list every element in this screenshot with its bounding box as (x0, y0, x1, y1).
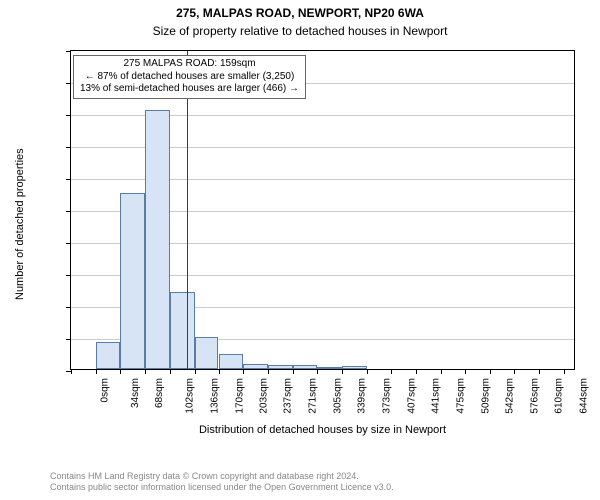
footer-line-2: Contains public sector information licen… (50, 482, 590, 494)
x-tick-mark (367, 369, 368, 374)
bar (120, 193, 145, 369)
x-tick-label: 102sqm (185, 378, 196, 414)
x-tick-mark (465, 369, 466, 374)
bar (195, 337, 219, 369)
x-tick-mark (96, 369, 97, 374)
x-tick-mark (441, 369, 442, 374)
x-tick-mark (145, 369, 146, 374)
x-tick-mark (317, 369, 318, 374)
x-tick-mark (219, 369, 220, 374)
y-tick-mark (66, 179, 71, 180)
x-tick-label: 136sqm (209, 378, 220, 414)
x-tick-label: 475sqm (456, 378, 467, 414)
x-tick-mark (490, 369, 491, 374)
bar (170, 292, 195, 369)
x-tick-label: 576sqm (529, 378, 540, 414)
bar (145, 110, 170, 369)
x-tick-mark (342, 369, 343, 374)
bar (96, 342, 121, 369)
bar (219, 354, 244, 369)
annotation-line-2: ← 87% of detached houses are smaller (3,… (80, 71, 299, 84)
annotation-line-3: 13% of semi-detached houses are larger (… (80, 83, 299, 96)
x-tick-mark (195, 369, 196, 374)
bar (317, 367, 342, 369)
x-tick-label: 610sqm (554, 378, 565, 414)
y-tick-mark (66, 147, 71, 148)
y-tick-mark (66, 51, 71, 52)
x-tick-label: 644sqm (579, 378, 590, 414)
x-tick-label: 339sqm (357, 378, 368, 414)
annotation-box: 275 MALPAS ROAD: 159sqm ← 87% of detache… (73, 55, 306, 99)
bar (243, 364, 268, 369)
attribution-footer: Contains HM Land Registry data © Crown c… (50, 471, 590, 494)
bar (342, 366, 367, 369)
x-tick-mark (564, 369, 565, 374)
y-axis-label: Number of detached properties (14, 148, 26, 300)
y-tick-mark (66, 211, 71, 212)
x-tick-label: 305sqm (332, 378, 343, 414)
bar (293, 365, 318, 369)
annotation-line-1: 275 MALPAS ROAD: 159sqm (80, 58, 299, 71)
x-tick-mark (293, 369, 294, 374)
y-tick-mark (66, 115, 71, 116)
x-tick-mark (120, 369, 121, 374)
x-tick-label: 237sqm (283, 378, 294, 414)
y-tick-mark (66, 275, 71, 276)
chart-container: 275, MALPAS ROAD, NEWPORT, NP20 6WA Size… (0, 0, 600, 500)
footer-line-1: Contains HM Land Registry data © Crown c… (50, 471, 590, 483)
x-tick-mark (71, 369, 72, 374)
chart-subtitle: Size of property relative to detached ho… (0, 24, 600, 38)
x-tick-label: 407sqm (406, 378, 417, 414)
x-tick-mark (170, 369, 171, 374)
x-tick-label: 542sqm (504, 378, 515, 414)
x-tick-label: 441sqm (431, 378, 442, 414)
y-tick-mark (66, 307, 71, 308)
x-tick-label: 170sqm (234, 378, 245, 414)
y-tick-mark (66, 83, 71, 84)
x-tick-mark (539, 369, 540, 374)
bar (268, 365, 293, 369)
x-tick-mark (514, 369, 515, 374)
x-tick-label: 203sqm (258, 378, 269, 414)
x-tick-label: 373sqm (382, 378, 393, 414)
property-marker-line (187, 51, 188, 369)
page-title: 275, MALPAS ROAD, NEWPORT, NP20 6WA (0, 6, 600, 20)
x-tick-label: 271sqm (307, 378, 318, 414)
x-tick-label: 34sqm (130, 378, 141, 408)
x-tick-mark (268, 369, 269, 374)
x-tick-label: 68sqm (154, 378, 165, 408)
x-tick-label: 0sqm (99, 378, 110, 402)
y-tick-mark (66, 243, 71, 244)
y-tick-mark (66, 339, 71, 340)
x-tick-mark (416, 369, 417, 374)
x-tick-label: 509sqm (480, 378, 491, 414)
x-tick-mark (391, 369, 392, 374)
x-axis-label: Distribution of detached houses by size … (70, 424, 575, 436)
x-tick-mark (243, 369, 244, 374)
plot-area: 275 MALPAS ROAD: 159sqm ← 87% of detache… (70, 50, 575, 370)
